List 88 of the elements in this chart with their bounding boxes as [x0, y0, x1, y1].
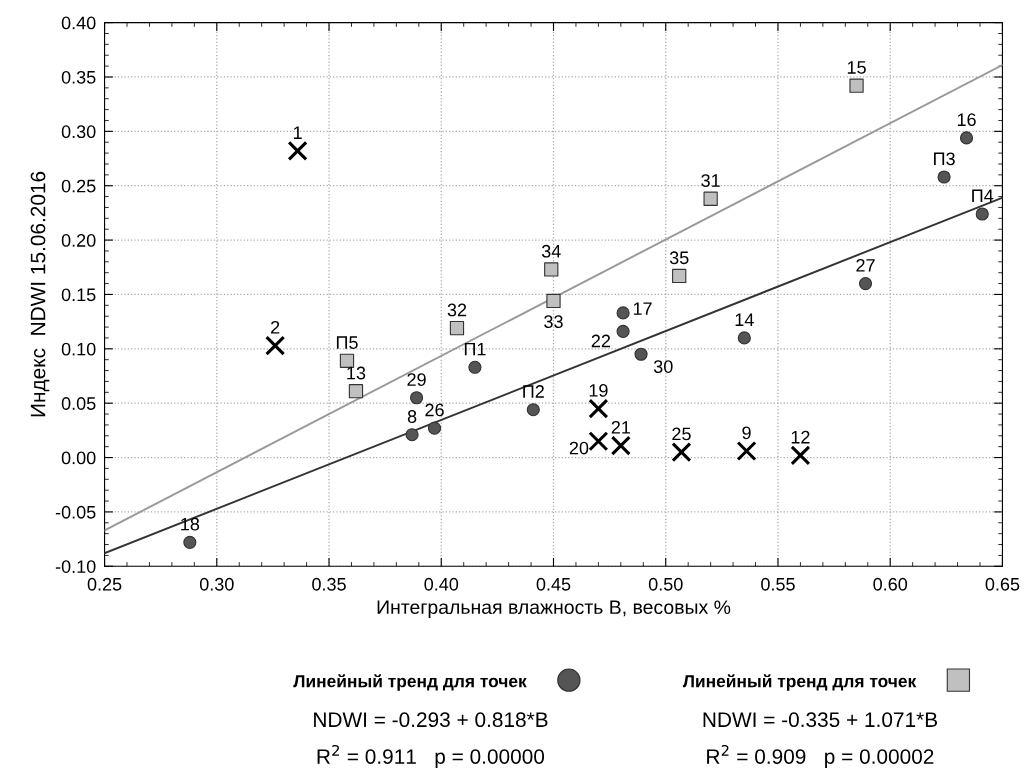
annotation: 30 — [653, 360, 673, 373]
annotation: П1 — [464, 342, 486, 356]
x-tick-label: 0.60 — [873, 577, 908, 591]
x-tick-label: 0.65 — [985, 577, 1020, 591]
text: NDWI = -0.335 + 1.071*В — [703, 712, 938, 728]
annotation: 1 — [293, 126, 302, 139]
annotation: П2 — [523, 385, 544, 398]
annotation: 8 — [407, 410, 417, 423]
x-tick-label: 0.55 — [761, 577, 795, 591]
x-tick-label: 0.35 — [312, 577, 346, 591]
y-tick-label: 0.10 — [61, 342, 96, 356]
point — [265, 335, 286, 356]
point — [468, 360, 482, 374]
point — [672, 268, 687, 284]
point — [183, 535, 197, 549]
text: R$^{2}$ = 0.911 p = 0.00000 — [317, 744, 545, 769]
annotation: 19 — [589, 384, 608, 397]
point — [449, 321, 465, 336]
y-axis-title: Индекс NDWI 15.06.2016 — [30, 171, 50, 417]
point — [737, 331, 751, 345]
point — [339, 353, 355, 368]
y-tick-label: 0.25 — [61, 179, 96, 193]
y-tick-label: 0.00 — [61, 451, 96, 465]
point — [959, 131, 974, 145]
annotation: 27 — [856, 258, 875, 272]
point — [634, 347, 648, 361]
point — [348, 384, 364, 399]
x-tick-label: 0.40 — [424, 577, 459, 591]
point — [671, 442, 692, 463]
annotation: 17 — [633, 302, 652, 315]
point — [616, 306, 630, 320]
point — [858, 277, 873, 291]
point — [287, 140, 308, 161]
annotation: 33 — [544, 315, 563, 329]
point — [790, 445, 811, 466]
annotation: 22 — [591, 334, 610, 348]
annotation: 12 — [791, 430, 810, 444]
point — [588, 431, 609, 452]
y-tick-label: 0.05 — [61, 397, 96, 410]
x-axis-title: Интегральная влажность В, весовых % — [377, 600, 731, 618]
point — [544, 262, 559, 277]
y-tick-label: 0.15 — [61, 288, 96, 302]
y-tick-label: -0.10 — [55, 560, 96, 573]
text: NDWI = -0.293 + 0.818*В — [314, 712, 548, 728]
annotation: 34 — [541, 244, 561, 258]
point — [616, 324, 630, 338]
y-tick-label: -0.05 — [55, 505, 96, 519]
point — [849, 78, 864, 93]
point — [975, 207, 989, 221]
point — [736, 440, 757, 462]
y-tick-label: 0.40 — [61, 16, 96, 30]
x-tick-label: 0.25 — [87, 577, 122, 591]
annotation: 32 — [447, 303, 467, 317]
annotation: 18 — [181, 517, 200, 531]
annotation: 16 — [957, 113, 976, 127]
point — [405, 428, 419, 442]
text: R$^{2}$ = 0.909 p = 0.00002 — [707, 744, 934, 769]
annotation: 26 — [425, 403, 444, 417]
annotation: 14 — [735, 313, 754, 326]
point — [526, 403, 540, 417]
annotation: 35 — [669, 251, 689, 265]
y-tick-label: 0.30 — [61, 125, 96, 139]
x-tick-label: 0.45 — [536, 577, 571, 591]
text: Линейный тренд для точек — [293, 674, 527, 691]
annotation: П4 — [972, 189, 994, 202]
text: Линейный тренд для точек — [682, 674, 917, 691]
point — [546, 293, 561, 309]
annotation: 31 — [701, 174, 720, 187]
annotation: П3 — [934, 152, 955, 166]
point — [427, 421, 442, 435]
annotation: П5 — [336, 336, 358, 349]
annotation: 25 — [672, 427, 691, 441]
annotation: 2 — [271, 320, 280, 334]
annotation: 21 — [611, 420, 630, 434]
annotation: 20 — [569, 441, 589, 455]
annotation: 15 — [847, 61, 866, 74]
y-tick-label: 0.35 — [61, 70, 96, 84]
x-tick-label: 0.30 — [199, 577, 234, 591]
annotation: 29 — [407, 373, 426, 386]
point — [703, 191, 718, 206]
x-tick-label: 0.50 — [648, 577, 683, 591]
point — [610, 435, 631, 456]
point — [937, 170, 951, 184]
y-tick-label: 0.20 — [61, 234, 96, 247]
point — [410, 391, 424, 405]
point — [588, 398, 609, 419]
annotation: 9 — [742, 426, 751, 440]
annotation: 13 — [347, 366, 366, 380]
